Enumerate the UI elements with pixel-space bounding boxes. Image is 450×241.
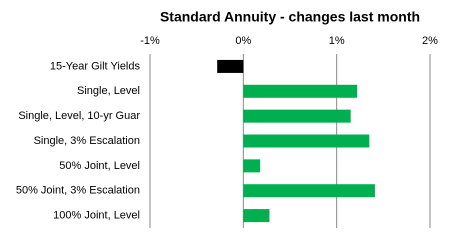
bar xyxy=(243,184,375,198)
y-tick-label: Single, Level, 10-yr Guar xyxy=(18,110,140,122)
bar xyxy=(243,159,261,173)
x-tick-label: 1% xyxy=(329,35,345,47)
bar xyxy=(243,209,270,223)
bar xyxy=(243,84,358,98)
bar xyxy=(243,109,351,123)
y-tick-label: Single, Level xyxy=(77,85,140,97)
x-tick-label: 2% xyxy=(422,35,438,47)
x-tick-label: -1% xyxy=(140,35,160,47)
chart-title: Standard Annuity - changes last month xyxy=(160,9,420,25)
y-tick-label: 15-Year Gilt Yields xyxy=(50,60,141,72)
x-tick-label: 0% xyxy=(235,35,251,47)
bar xyxy=(217,59,244,73)
bar xyxy=(243,134,370,148)
y-tick-label: Single, 3% Escalation xyxy=(34,135,140,147)
y-tick-label: 50% Joint, 3% Escalation xyxy=(16,185,140,197)
y-tick-label: 50% Joint, Level xyxy=(59,160,140,172)
y-tick-label: 100% Joint, Level xyxy=(53,209,140,221)
